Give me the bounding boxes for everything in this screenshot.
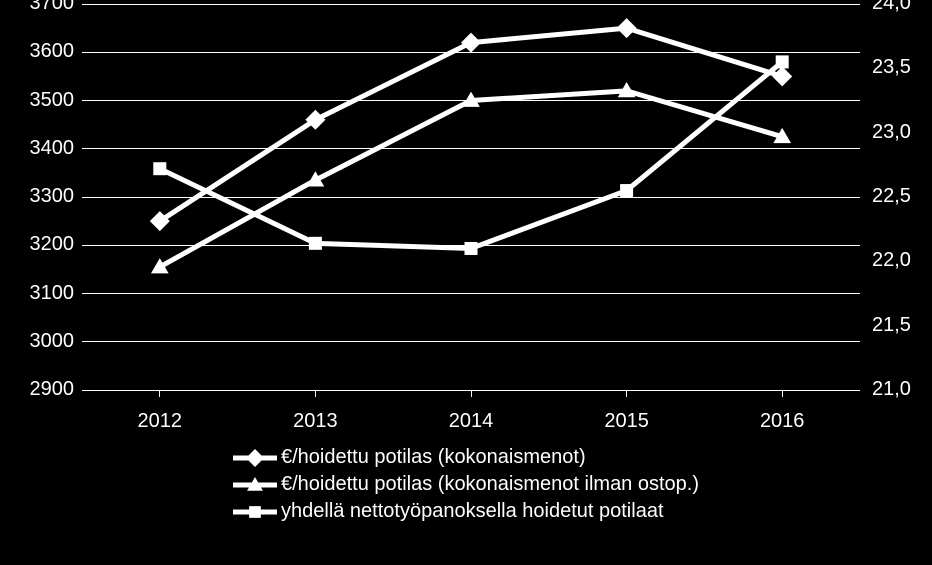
x-tick: [315, 390, 316, 397]
legend-swatch: [233, 476, 277, 494]
x-tick: [471, 390, 472, 397]
legend-item-kokonaismenot: €/hoidettu potilas (kokonaismenot): [233, 446, 699, 469]
legend-label: €/hoidettu potilas (kokonaismenot ilman …: [281, 473, 699, 496]
y-right-tick-label: 21,0: [872, 378, 911, 401]
chart-legend: €/hoidettu potilas (kokonaismenot) €/hoid…: [233, 442, 699, 527]
gridline: [82, 197, 860, 198]
gridline: [82, 100, 860, 101]
y-left-tick-label: 3600: [30, 40, 75, 63]
y-right-tick-label: 22,5: [872, 185, 911, 208]
x-tick-label: 2014: [449, 410, 494, 433]
x-tick: [159, 390, 160, 397]
legend-label: €/hoidettu potilas (kokonaismenot): [281, 446, 586, 469]
legend-label: yhdellä nettotyöpanoksella hoidetut poti…: [281, 500, 664, 523]
series-line-ilman_ostop: [160, 91, 782, 267]
series-line-nettotyopanos: [160, 62, 782, 249]
y-left-tick-label: 3400: [30, 137, 75, 160]
y-left-tick-label: 3300: [30, 185, 75, 208]
x-tick-label: 2013: [293, 410, 338, 433]
gridline: [82, 293, 860, 294]
gridline: [82, 341, 860, 342]
y-right-tick-label: 24,0: [872, 0, 911, 15]
x-tick: [626, 390, 627, 397]
chart-root: 2900 3000 3100 3200 3300 3400 3500 3600 3700 21,0…: [0, 0, 932, 565]
marker-square: [620, 184, 633, 197]
x-tick-label: 2012: [138, 410, 183, 433]
legend-swatch: [233, 449, 277, 467]
marker-square: [153, 162, 166, 175]
x-tick-label: 2015: [604, 410, 649, 433]
y-left-tick-label: 2900: [30, 378, 75, 401]
marker-square: [309, 237, 322, 250]
y-right-tick-label: 23,5: [872, 56, 911, 79]
marker-diamond: [617, 18, 637, 38]
x-tick: [782, 390, 783, 397]
y-left-tick-label: 3500: [30, 89, 75, 112]
y-left-tick-label: 3100: [30, 282, 75, 305]
marker-square: [776, 55, 789, 68]
x-tick-label: 2016: [760, 410, 805, 433]
y-right-tick-label: 22,0: [872, 249, 911, 272]
legend-item-nettotyopanos: yhdellä nettotyöpanoksella hoidetut poti…: [233, 500, 699, 523]
y-left-tick-label: 3700: [30, 0, 75, 15]
y-right-tick-label: 23,0: [872, 121, 911, 144]
y-left-tick-label: 3200: [30, 233, 75, 256]
series-line-kokonaismenot: [160, 28, 782, 221]
gridline: [82, 4, 860, 5]
marker-diamond: [461, 33, 481, 53]
y-right-tick-label: 21,5: [872, 314, 911, 337]
gridline: [82, 52, 860, 53]
y-left-tick-label: 3000: [30, 330, 75, 353]
gridline: [82, 245, 860, 246]
legend-swatch: [233, 503, 277, 521]
legend-item-ilman_ostop: €/hoidettu potilas (kokonaismenot ilman …: [233, 473, 699, 496]
gridline: [82, 148, 860, 149]
